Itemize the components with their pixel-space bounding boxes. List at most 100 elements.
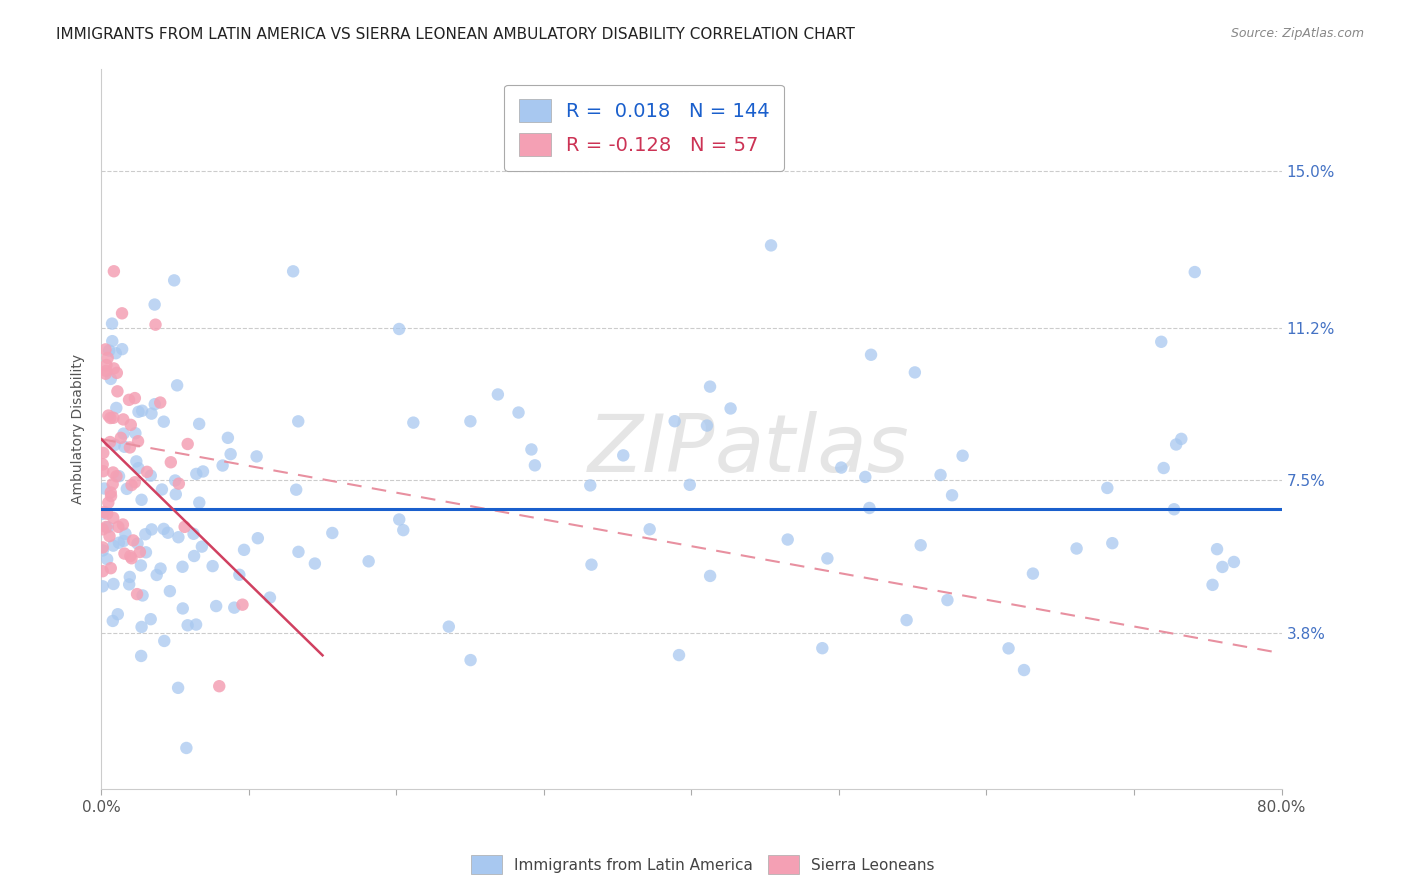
- Point: [125, 587, 148, 601]
- Point: [149, 561, 172, 575]
- Point: [141, 407, 163, 421]
- Point: [105, 469, 128, 483]
- Point: [131, 492, 153, 507]
- Point: [1184, 265, 1206, 279]
- Point: [127, 434, 149, 449]
- Point: [936, 593, 959, 607]
- Point: [579, 478, 602, 492]
- Point: [96, 552, 118, 566]
- Point: [287, 545, 309, 559]
- Point: [815, 551, 838, 566]
- Point: [176, 741, 198, 756]
- Point: [163, 273, 186, 287]
- Point: [103, 511, 125, 525]
- Point: [91, 446, 114, 460]
- Point: [103, 361, 125, 376]
- Point: [111, 517, 134, 532]
- Point: [1012, 663, 1035, 677]
- Point: [224, 600, 246, 615]
- Point: [281, 264, 304, 278]
- Text: atlas: atlas: [716, 411, 910, 490]
- Point: [108, 469, 131, 483]
- Point: [127, 461, 149, 475]
- Point: [100, 489, 122, 503]
- Point: [1211, 560, 1233, 574]
- Point: [124, 426, 146, 441]
- Point: [118, 441, 141, 455]
- Point: [100, 485, 122, 500]
- Point: [93, 482, 115, 496]
- Point: [118, 392, 141, 407]
- Text: Source: ZipAtlas.com: Source: ZipAtlas.com: [1230, 27, 1364, 40]
- Point: [1223, 555, 1246, 569]
- Point: [188, 417, 211, 431]
- Point: [96, 364, 118, 378]
- Point: [120, 417, 142, 432]
- Point: [664, 414, 686, 428]
- Point: [127, 405, 149, 419]
- Point: [217, 431, 239, 445]
- Point: [105, 366, 128, 380]
- Point: [159, 584, 181, 599]
- Point: [94, 367, 117, 381]
- Point: [149, 395, 172, 409]
- Point: [612, 449, 634, 463]
- Point: [853, 470, 876, 484]
- Point: [143, 397, 166, 411]
- Point: [699, 379, 721, 393]
- Point: [205, 599, 228, 613]
- Point: [219, 447, 242, 461]
- Point: [145, 568, 167, 582]
- Y-axis label: Ambulatory Disability: Ambulatory Disability: [72, 354, 86, 504]
- Point: [150, 483, 173, 497]
- Point: [720, 401, 742, 416]
- Point: [103, 264, 125, 278]
- Legend: R =  0.018   N = 144, R = -0.128   N = 57: R = 0.018 N = 144, R = -0.128 N = 57: [505, 85, 785, 171]
- Point: [699, 569, 721, 583]
- Point: [638, 522, 661, 536]
- Point: [94, 343, 117, 357]
- Point: [896, 613, 918, 627]
- Point: [98, 529, 121, 543]
- Point: [159, 455, 181, 469]
- Point: [776, 533, 799, 547]
- Point: [91, 522, 114, 536]
- Point: [110, 431, 132, 445]
- Point: [107, 520, 129, 534]
- Point: [997, 641, 1019, 656]
- Point: [285, 483, 308, 497]
- Point: [97, 409, 120, 423]
- Point: [460, 653, 482, 667]
- Point: [183, 549, 205, 563]
- Point: [139, 612, 162, 626]
- Point: [858, 500, 880, 515]
- Point: [91, 458, 114, 472]
- Point: [437, 620, 460, 634]
- Point: [1163, 502, 1185, 516]
- Point: [188, 495, 211, 509]
- Point: [165, 487, 187, 501]
- Point: [127, 536, 149, 550]
- Point: [211, 458, 233, 473]
- Point: [118, 570, 141, 584]
- Point: [910, 538, 932, 552]
- Point: [231, 598, 253, 612]
- Point: [860, 348, 883, 362]
- Point: [167, 476, 190, 491]
- Point: [122, 533, 145, 548]
- Point: [246, 450, 269, 464]
- Point: [108, 535, 131, 549]
- Point: [392, 523, 415, 537]
- Point: [103, 539, 125, 553]
- Point: [94, 520, 117, 534]
- Point: [111, 306, 134, 320]
- Point: [173, 520, 195, 534]
- Point: [1066, 541, 1088, 556]
- Point: [402, 416, 425, 430]
- Point: [186, 467, 208, 481]
- Point: [228, 567, 250, 582]
- Point: [679, 478, 702, 492]
- Point: [388, 512, 411, 526]
- Point: [321, 526, 343, 541]
- Text: ZIP: ZIP: [588, 411, 716, 490]
